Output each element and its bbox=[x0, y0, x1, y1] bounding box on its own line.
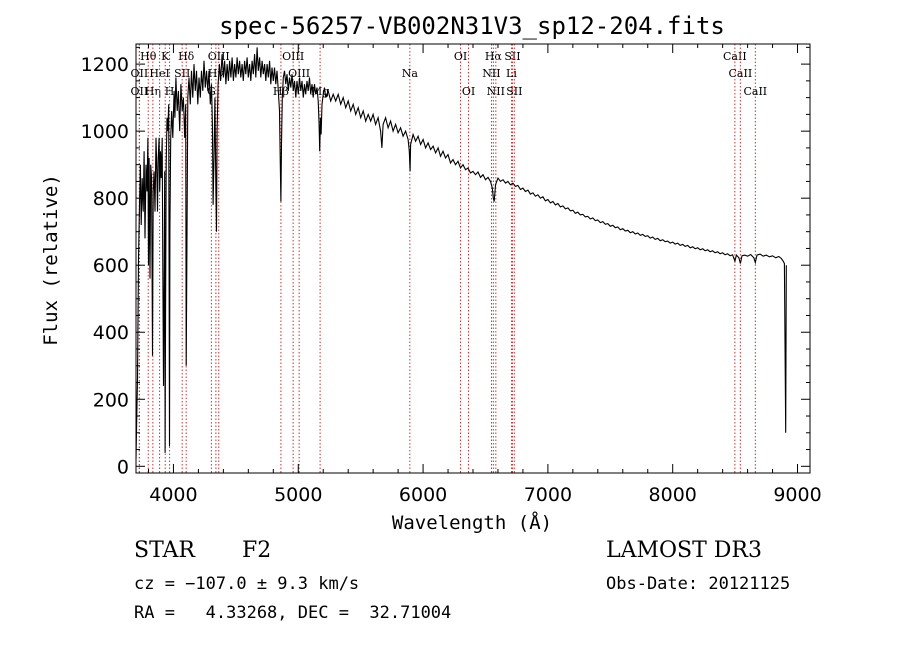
spectral-line-label: Na bbox=[402, 67, 419, 80]
spectral-line-label: OIII bbox=[282, 50, 304, 63]
y-tick-label: 1000 bbox=[81, 121, 129, 143]
spectral-line-label: Hη bbox=[145, 85, 161, 98]
y-tick-label: 1200 bbox=[81, 54, 129, 76]
spectral-line-label: Hθ bbox=[140, 50, 157, 63]
object-class: STAR bbox=[134, 538, 195, 563]
y-tick-label: 0 bbox=[117, 456, 129, 478]
spectral-line-label: CaII bbox=[729, 67, 753, 80]
y-tick-label: 400 bbox=[93, 322, 129, 344]
spectral-line-label: HeI bbox=[149, 67, 169, 80]
spectral-line-label: SII bbox=[506, 85, 522, 98]
spectral-line-label: Li bbox=[506, 67, 517, 80]
spectral-line-label: SII bbox=[174, 67, 190, 80]
spectrum-series-line bbox=[135, 47, 787, 460]
spectral-line-label: Hα bbox=[485, 50, 503, 63]
survey-name: LAMOST DR3 bbox=[606, 538, 762, 563]
spectral-line-label: CaII bbox=[743, 85, 767, 98]
spectral-line-label: OIII bbox=[208, 50, 230, 63]
y-tick-label: 800 bbox=[93, 188, 129, 210]
x-tick-label: 4000 bbox=[149, 484, 197, 506]
chart-title: spec-56257-VB002N31V3_sp12-204.fits bbox=[219, 12, 725, 40]
spectral-line-label: K bbox=[161, 50, 170, 63]
y-axis-ticks: 0 200 400 600 800 1000 1200 bbox=[81, 46, 810, 478]
spectral-line-label: OI bbox=[462, 85, 475, 98]
x-tick-label: 6000 bbox=[399, 484, 447, 506]
x-tick-label: 7000 bbox=[524, 484, 572, 506]
x-tick-label: 8000 bbox=[649, 484, 697, 506]
y-axis-label: Flux (relative) bbox=[40, 174, 62, 346]
spectral-line-label: SII bbox=[504, 50, 520, 63]
x-axis-label: Wavelength (Å) bbox=[392, 511, 552, 534]
spectral-line-label: NII bbox=[487, 85, 505, 98]
spectral-line-label: OIII bbox=[288, 67, 310, 80]
y-tick-label: 200 bbox=[93, 389, 129, 411]
x-axis-ticks: 4000 5000 6000 7000 8000 9000 bbox=[147, 44, 822, 506]
plot-frame bbox=[135, 43, 811, 474]
observation-date: Obs-Date: 20121125 bbox=[606, 574, 791, 594]
x-tick-label: 5000 bbox=[274, 484, 322, 506]
spectral-line-label: OII bbox=[131, 85, 149, 98]
ra-dec-coordinates: RA = 4.33268, DEC = 32.71004 bbox=[134, 603, 452, 623]
spectral-line-label: H bbox=[165, 85, 175, 98]
spectral-line-label: Hβ bbox=[273, 85, 289, 98]
spectral-line-label: Hγ bbox=[208, 67, 225, 80]
spectral-line-label: NII bbox=[482, 67, 500, 80]
spectral-line-label: OI bbox=[454, 50, 467, 63]
x-tick-label: 9000 bbox=[773, 484, 821, 506]
y-tick-label: 600 bbox=[93, 255, 129, 277]
spectral-line-label: Hδ bbox=[178, 50, 195, 63]
redshift-cz: cz = −107.0 ± 9.3 km/s bbox=[134, 574, 360, 594]
spectral-line-label: CaII bbox=[723, 50, 747, 63]
object-subclass: F2 bbox=[242, 538, 272, 563]
